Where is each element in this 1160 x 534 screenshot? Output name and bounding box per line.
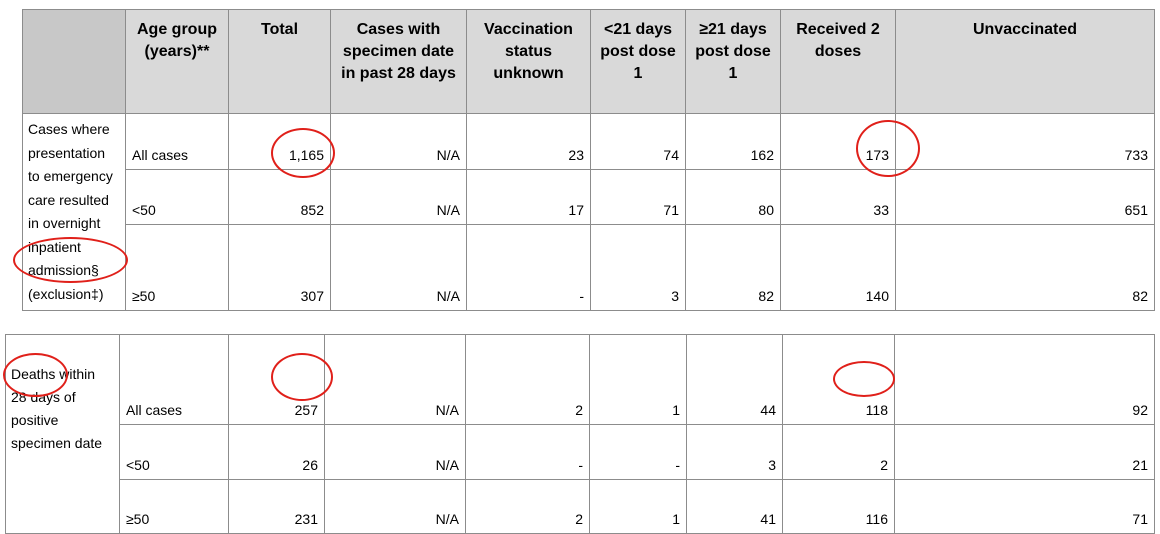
row-label-admissions: Cases where presentation to emergency ca… xyxy=(22,113,126,311)
ge21-cell: 3 xyxy=(686,424,783,480)
unvaccinated-cell: 92 xyxy=(894,334,1155,425)
total-cell: 307 xyxy=(228,224,331,311)
two-doses-cell: 2 xyxy=(782,424,895,480)
unvaccinated-cell: 651 xyxy=(895,169,1155,225)
past28-cell: N/A xyxy=(330,224,467,311)
unknown-cell: 23 xyxy=(466,113,591,170)
header-past-28-days: Cases with specimen date in past 28 days xyxy=(330,9,467,114)
total-cell: 231 xyxy=(228,479,325,534)
header-total: Total xyxy=(228,9,331,114)
table-row: <50 26 N/A - - 3 2 21 xyxy=(6,424,1155,480)
lt21-cell: 3 xyxy=(590,224,686,311)
past28-cell: N/A xyxy=(324,334,466,425)
age-cell: All cases xyxy=(125,113,229,170)
past28-cell: N/A xyxy=(324,479,466,534)
past28-cell: N/A xyxy=(324,424,466,480)
header-row: Age group (years)** Total Cases with spe… xyxy=(22,9,1155,114)
age-cell: ≥50 xyxy=(125,224,229,311)
two-doses-cell: 140 xyxy=(780,224,896,311)
unknown-cell: 2 xyxy=(465,334,590,425)
total-cell: 257 xyxy=(228,334,325,425)
unvaccinated-cell: 733 xyxy=(895,113,1155,170)
lt21-cell: - xyxy=(589,424,687,480)
header-two-doses: Received 2 doses xyxy=(780,9,896,114)
table-row: ≥50 231 N/A 2 1 41 116 71 xyxy=(6,479,1155,534)
age-cell: <50 xyxy=(125,169,229,225)
total-cell: 26 xyxy=(228,424,325,480)
two-doses-cell: 116 xyxy=(782,479,895,534)
unvaccinated-cell: 82 xyxy=(895,224,1155,311)
unknown-cell: 2 xyxy=(465,479,590,534)
age-cell: <50 xyxy=(119,424,229,480)
age-cell: ≥50 xyxy=(119,479,229,534)
header-age-group: Age group (years)** xyxy=(125,9,229,114)
ge21-cell: 41 xyxy=(686,479,783,534)
table-row: Cases where presentation to emergency ca… xyxy=(22,113,1155,311)
lt21-cell: 1 xyxy=(589,334,687,425)
ge21-cell: 82 xyxy=(685,224,781,311)
ge21-cell: 44 xyxy=(686,334,783,425)
lt21-cell: 1 xyxy=(589,479,687,534)
past28-cell: N/A xyxy=(330,169,467,225)
lt21-cell: 74 xyxy=(590,113,686,170)
table-row: <50 852 N/A 17 71 80 33 651 xyxy=(23,169,1155,225)
ge21-cell: 162 xyxy=(685,113,781,170)
unvaccinated-cell: 21 xyxy=(894,424,1155,480)
two-doses-cell: 33 xyxy=(780,169,896,225)
hospital-admissions-table: Age group (years)** Total Cases with spe… xyxy=(22,9,1155,311)
two-doses-cell: 118 xyxy=(782,334,895,425)
header-lt21-dose1: <21 days post dose 1 xyxy=(590,9,686,114)
age-cell: All cases xyxy=(119,334,229,425)
header-blank xyxy=(22,9,126,114)
unknown-cell: - xyxy=(466,224,591,311)
total-cell: 1,165 xyxy=(228,113,331,170)
unvaccinated-cell: 71 xyxy=(894,479,1155,534)
table-row: ≥50 307 N/A - 3 82 140 82 xyxy=(23,224,1155,311)
row-label-deaths: Deaths within 28 days of positive specim… xyxy=(5,334,120,534)
ge21-cell: 80 xyxy=(685,169,781,225)
table-row: Deaths within 28 days of positive specim… xyxy=(5,334,1155,534)
total-cell: 852 xyxy=(228,169,331,225)
header-ge21-dose1: ≥21 days post dose 1 xyxy=(685,9,781,114)
two-doses-cell: 173 xyxy=(780,113,896,170)
past28-cell: N/A xyxy=(330,113,467,170)
header-status-unknown: Vaccination status unknown xyxy=(466,9,591,114)
lt21-cell: 71 xyxy=(590,169,686,225)
deaths-table: Deaths within 28 days of positive specim… xyxy=(5,334,1155,534)
header-unvaccinated: Unvaccinated xyxy=(895,9,1155,114)
unknown-cell: 17 xyxy=(466,169,591,225)
unknown-cell: - xyxy=(465,424,590,480)
